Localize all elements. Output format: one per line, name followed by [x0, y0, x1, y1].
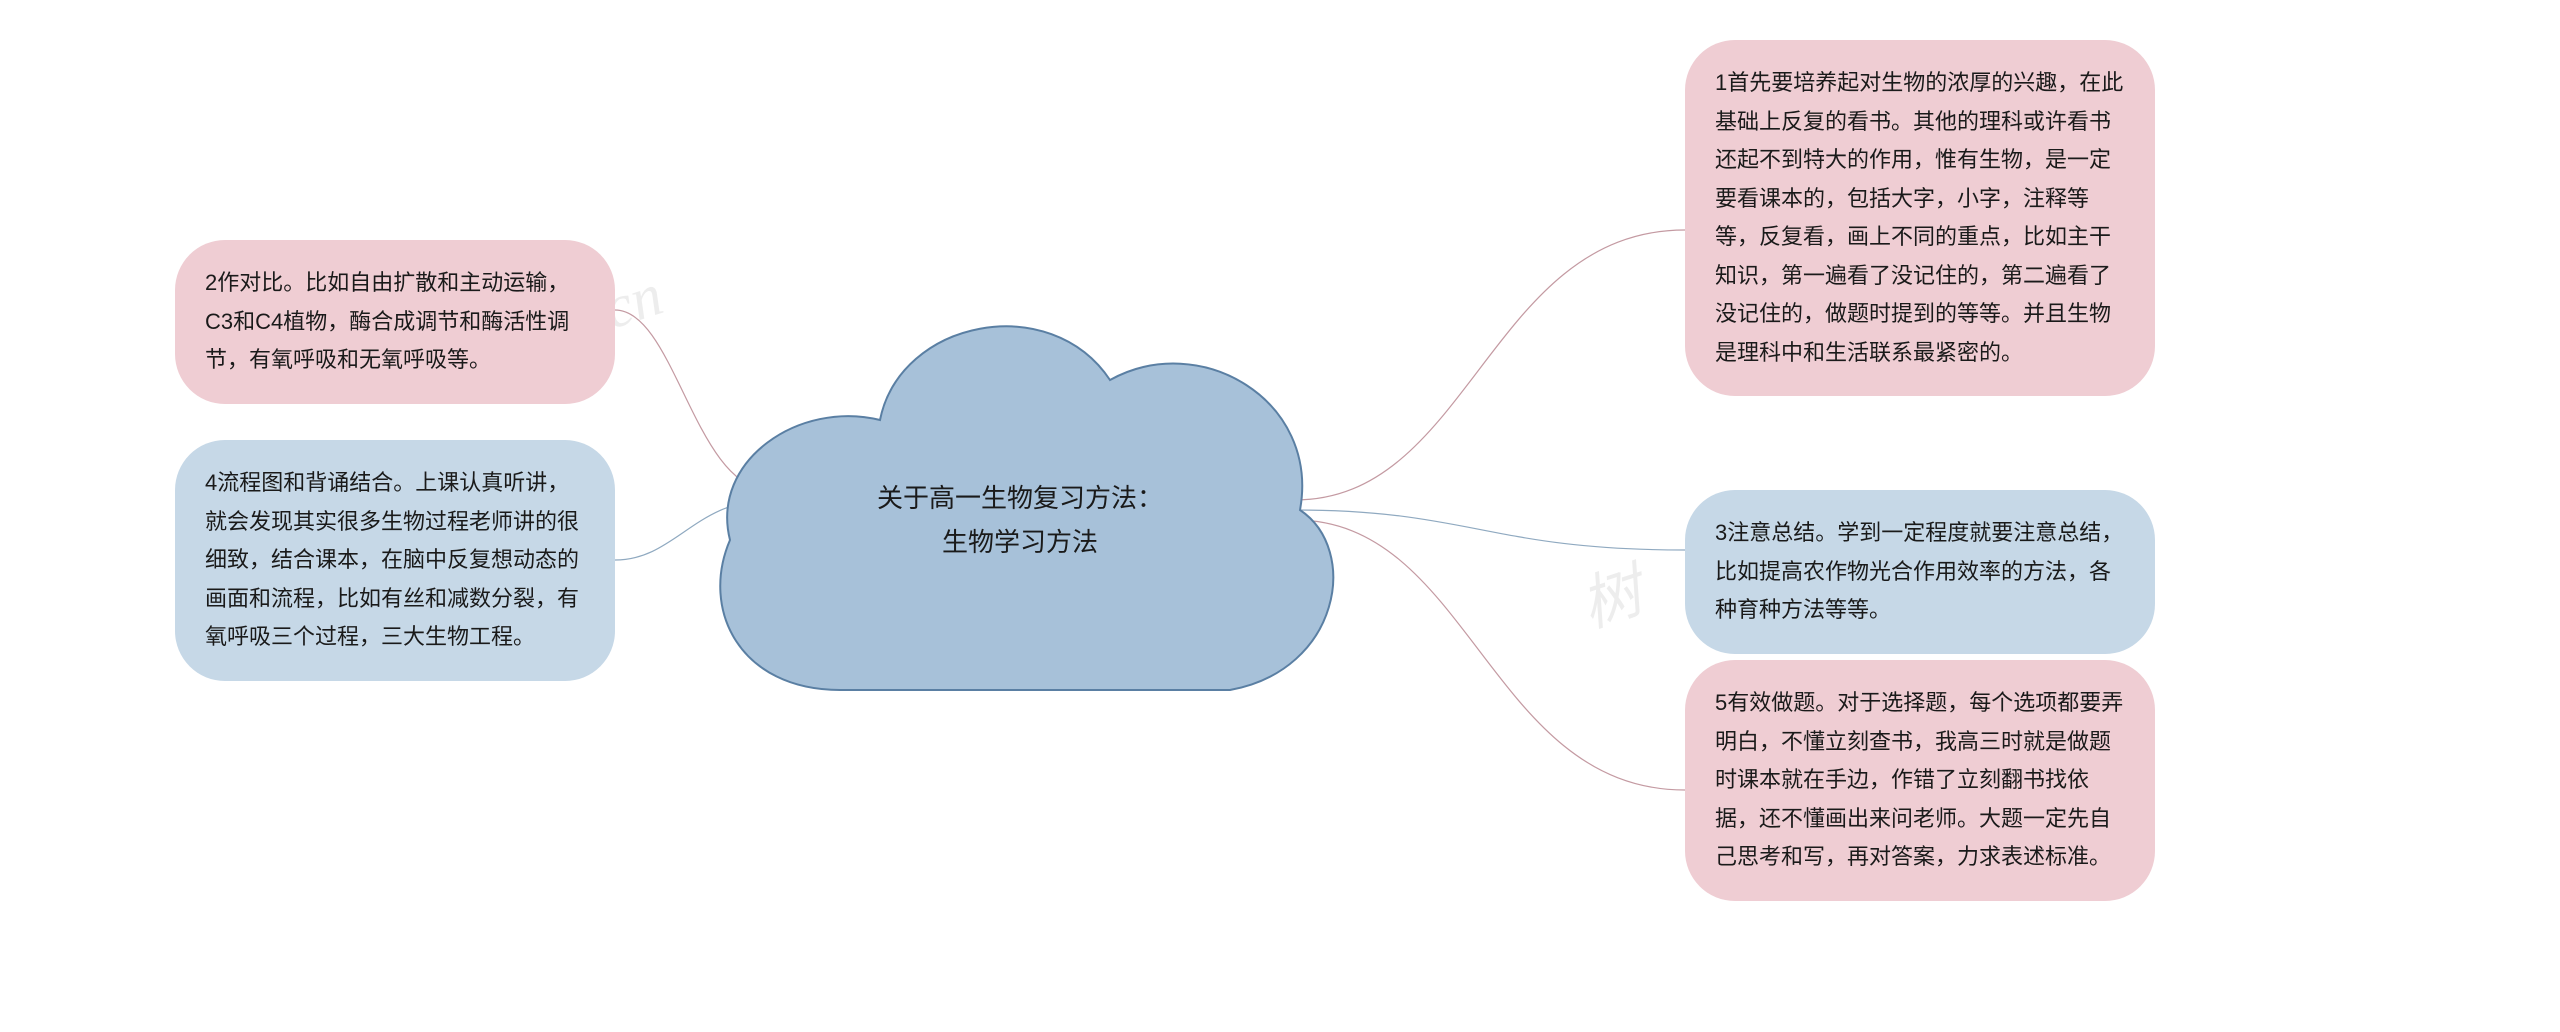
- mindmap-canvas: shutu.cn 树 关于高一生物复习方法： 生物学习方法 2作对比。比如自由扩…: [0, 0, 2560, 1032]
- node-right-1: 1首先要培养起对生物的浓厚的兴趣，在此基础上反复的看书。其他的理科或许看书还起不…: [1685, 40, 2155, 396]
- center-title: 关于高一生物复习方法： 生物学习方法: [877, 476, 1163, 564]
- node-left-2: 4流程图和背诵结合。上课认真听讲，就会发现其实很多生物过程老师讲的很细致，结合课…: [175, 440, 615, 681]
- node-right-3: 5有效做题。对于选择题，每个选项都要弄明白，不懂立刻查书，我高三时就是做题时课本…: [1685, 660, 2155, 901]
- node-right-2: 3注意总结。学到一定程度就要注意总结，比如提高农作物光合作用效率的方法，各种育种…: [1685, 490, 2155, 654]
- center-node: 关于高一生物复习方法： 生物学习方法: [680, 230, 1360, 730]
- node-left-1: 2作对比。比如自由扩散和主动运输，C3和C4植物，酶合成调节和酶活性调节，有氧呼…: [175, 240, 615, 404]
- watermark-2: 树: [1568, 543, 1652, 644]
